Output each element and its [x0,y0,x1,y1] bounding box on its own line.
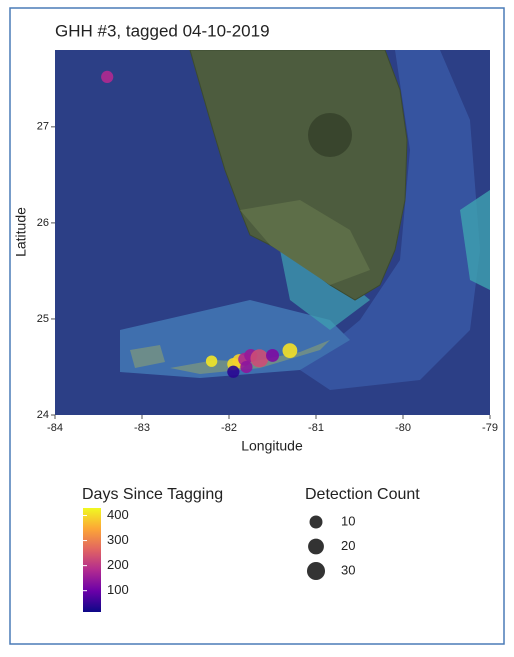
detection-point [101,70,114,84]
x-tick-label: -80 [395,422,411,434]
y-axis-label: Latitude [13,207,29,257]
colorbar-tick-label: 300 [107,532,129,547]
size-legend-label: 30 [341,562,355,577]
size-legend-label: 10 [341,513,355,528]
y-tick-label: 26 [37,217,49,229]
x-tick-label: -83 [134,422,150,434]
shelf [120,300,350,378]
detection-point [266,348,279,362]
shallows [460,190,490,290]
detection-point [282,343,298,359]
x-tick-label: -82 [221,422,237,434]
lake [308,113,352,157]
detection-point [250,349,269,368]
shelf [300,50,480,390]
detection-point [227,365,240,378]
points [101,70,298,378]
colorbar-tick-label: 200 [107,557,129,572]
chart-title: GHH #3, tagged 04-10-2019 [55,21,270,40]
size-legend-key [309,515,323,529]
x-tick-label: -81 [308,422,324,434]
size-legend-key [306,561,326,581]
x-tick-label: -79 [482,422,498,434]
color-legend-title: Days Since Tagging [82,486,223,503]
size-legend-label: 20 [341,538,355,553]
size-legend-title: Detection Count [305,486,420,503]
detection-point [240,360,253,374]
colorbar [83,508,101,612]
everglades [240,200,370,285]
y-tick-label: 27 [37,121,49,133]
x-axis-label: Longitude [241,438,303,454]
y-tick-label: 24 [37,409,49,421]
x-tick-label: -84 [47,422,63,434]
colorbar-tick-label: 400 [107,507,129,522]
colorbar-tick-label: 100 [107,582,129,597]
shallows [280,250,370,330]
y-tick-label: 25 [37,313,49,325]
size-legend-key [308,538,324,555]
detection-point [205,355,218,367]
